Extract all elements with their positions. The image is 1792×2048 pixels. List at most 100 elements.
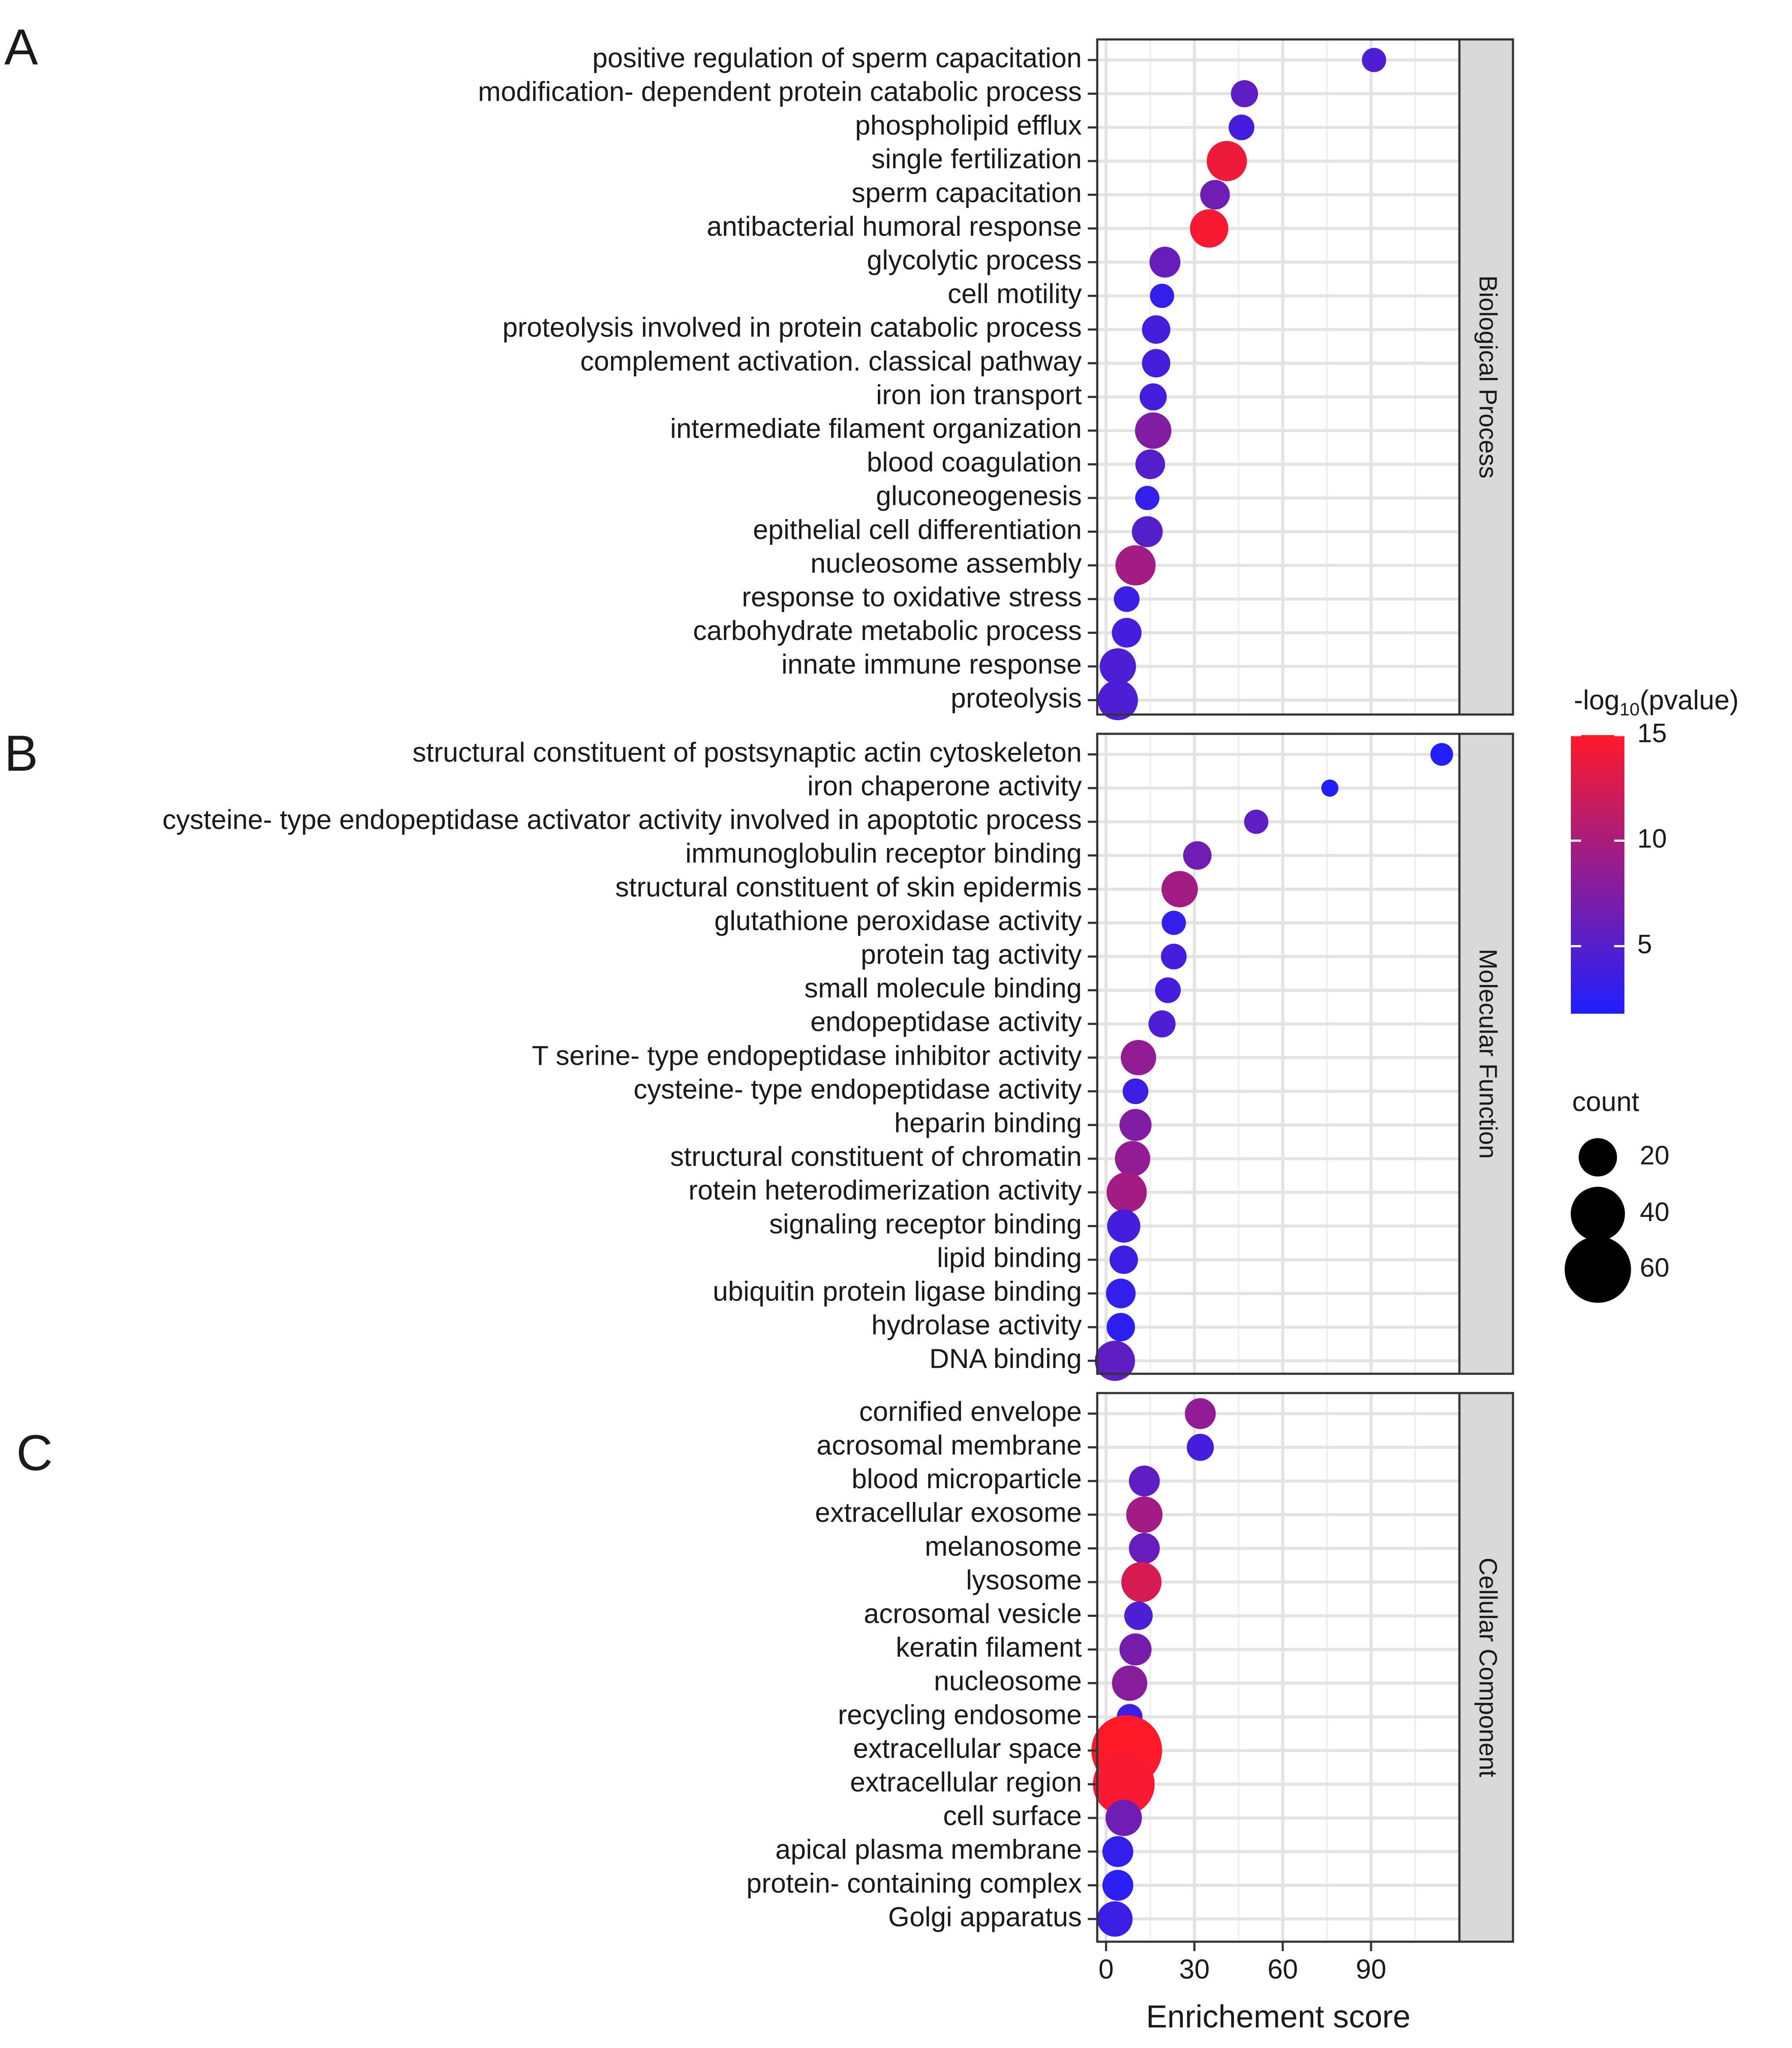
y-tick-label: keratin filament <box>896 1632 1082 1663</box>
point-b-13 <box>1115 1141 1150 1177</box>
size-legend-title: count <box>1572 1086 1639 1117</box>
x-tick-label: 60 <box>1267 1954 1298 1985</box>
point-c-12 <box>1093 1753 1155 1815</box>
point-c-15 <box>1102 1870 1134 1901</box>
point-a-19 <box>1099 648 1136 685</box>
y-tick-label: signaling receptor binding <box>769 1208 1082 1239</box>
y-tick-label: glycolytic process <box>867 245 1082 276</box>
point-a-20 <box>1098 680 1138 721</box>
facet-strip <box>1458 38 1514 716</box>
y-tick-label: nucleosome <box>934 1666 1082 1697</box>
point-b-3 <box>1244 809 1269 834</box>
y-tick-label: lipid binding <box>937 1242 1082 1273</box>
y-tick-label: glutathione peroxidase activity <box>714 905 1082 936</box>
y-tick-label: gluconeogenesis <box>876 480 1082 511</box>
point-a-12 <box>1135 412 1171 449</box>
point-b-15 <box>1107 1209 1141 1243</box>
point-b-17 <box>1106 1278 1136 1309</box>
size-legend-dot <box>1579 1138 1617 1177</box>
y-tick-label: heparin binding <box>894 1108 1082 1138</box>
y-tick-label: protein- containing complex <box>746 1868 1082 1898</box>
y-tick-label: extracellular space <box>853 1733 1082 1764</box>
y-tick-label: positive regulation of sperm capacitatio… <box>592 42 1082 73</box>
point-c-5 <box>1129 1533 1160 1564</box>
point-c-16 <box>1097 1901 1133 1937</box>
y-tick-label: proteolysis involved in protein cataboli… <box>502 312 1082 343</box>
point-b-19 <box>1095 1340 1135 1381</box>
point-c-9 <box>1112 1665 1147 1701</box>
y-tick-label: single fertilization <box>871 144 1082 174</box>
point-a-2 <box>1231 80 1258 108</box>
size-legend-dot <box>1570 1186 1625 1241</box>
panel-background <box>1097 39 1459 715</box>
point-b-9 <box>1148 1010 1176 1038</box>
y-tick-label: phospholipid efflux <box>855 110 1082 141</box>
x-tick-label: 90 <box>1356 1954 1386 1985</box>
y-tick-label: DNA binding <box>929 1343 1082 1374</box>
facet-strip-label: Cellular Component <box>1474 1558 1502 1778</box>
point-a-4 <box>1207 141 1247 181</box>
y-tick-label: cell motility <box>948 278 1082 309</box>
y-tick-label: modification- dependent protein cataboli… <box>478 76 1082 107</box>
point-b-11 <box>1123 1078 1149 1104</box>
y-tick-label: cornified envelope <box>859 1396 1082 1427</box>
x-axis-title: Enrichement score <box>1146 1999 1411 2034</box>
y-tick-label: response to oxidative stress <box>742 582 1082 613</box>
colorbar-label: 15 <box>1637 718 1667 748</box>
y-tick-label: epithelial cell differentiation <box>753 514 1082 545</box>
point-c-1 <box>1185 1398 1216 1429</box>
y-tick-label: endopeptidase activity <box>810 1006 1082 1037</box>
y-tick-label: cysteine- type endopeptidase activator a… <box>162 804 1082 835</box>
facet-strip-label: Molecular Function <box>1474 949 1502 1159</box>
point-b-7 <box>1161 943 1187 970</box>
y-tick-label: small molecule binding <box>804 973 1082 1003</box>
y-tick-label: hydrolase activity <box>871 1309 1082 1340</box>
y-tick-label: carbohydrate metabolic process <box>693 615 1082 646</box>
point-b-2 <box>1321 779 1339 797</box>
point-c-7 <box>1124 1601 1153 1630</box>
y-tick-label: intermediate filament organization <box>670 413 1082 444</box>
y-tick-label: rotein heterodimerization activity <box>688 1175 1082 1206</box>
colorbar-label: 10 <box>1637 824 1667 854</box>
y-tick-label: cysteine- type endopeptidase activity <box>633 1074 1082 1105</box>
point-a-16 <box>1115 545 1156 586</box>
point-c-6 <box>1121 1562 1162 1602</box>
point-a-3 <box>1228 114 1255 141</box>
point-a-1 <box>1362 48 1387 72</box>
y-tick-label: nucleosome assembly <box>810 548 1082 579</box>
y-tick-label: extracellular region <box>850 1767 1082 1798</box>
point-b-4 <box>1183 841 1212 870</box>
x-tick-label: 0 <box>1099 1954 1114 1985</box>
y-tick-label: apical plasma membrane <box>775 1834 1082 1865</box>
y-tick-label: acrosomal membrane <box>816 1430 1082 1461</box>
y-tick-label: immunoglobulin receptor binding <box>685 838 1082 869</box>
y-tick-label: innate immune response <box>781 649 1082 680</box>
color-legend-title: -log10(pvalue) <box>1574 685 1739 719</box>
point-b-8 <box>1155 977 1181 1003</box>
point-b-18 <box>1106 1313 1135 1342</box>
y-tick-label: structural constituent of postsynaptic a… <box>412 737 1082 768</box>
panel-letter: A <box>4 19 38 75</box>
panel-letter: C <box>16 1425 53 1481</box>
panel-c: Cellular Component cornified envelopeacro… <box>16 1392 1514 1943</box>
point-c-2 <box>1186 1433 1214 1461</box>
y-tick-label: cell surface <box>943 1800 1082 1831</box>
y-tick-label: blood microparticle <box>852 1463 1082 1494</box>
size-legend-label: 60 <box>1640 1253 1669 1282</box>
size-legend-label: 20 <box>1640 1141 1669 1170</box>
y-tick-label: melanosome <box>925 1531 1082 1562</box>
point-c-8 <box>1119 1633 1152 1666</box>
point-a-18 <box>1112 618 1142 648</box>
point-a-6 <box>1190 209 1228 248</box>
point-b-6 <box>1162 910 1186 935</box>
y-tick-label: iron ion transport <box>876 379 1082 410</box>
point-a-9 <box>1142 315 1171 344</box>
y-tick-label: complement activation. classical pathway <box>580 345 1082 376</box>
y-tick-label: blood coagulation <box>867 447 1082 477</box>
size-legend-dot <box>1564 1236 1631 1303</box>
point-b-5 <box>1161 871 1198 907</box>
y-tick-label: protein tag activity <box>861 939 1082 970</box>
panel-b: Molecular Function structural constituent… <box>4 725 1514 1381</box>
y-tick-label: extracellular exosome <box>815 1497 1082 1528</box>
